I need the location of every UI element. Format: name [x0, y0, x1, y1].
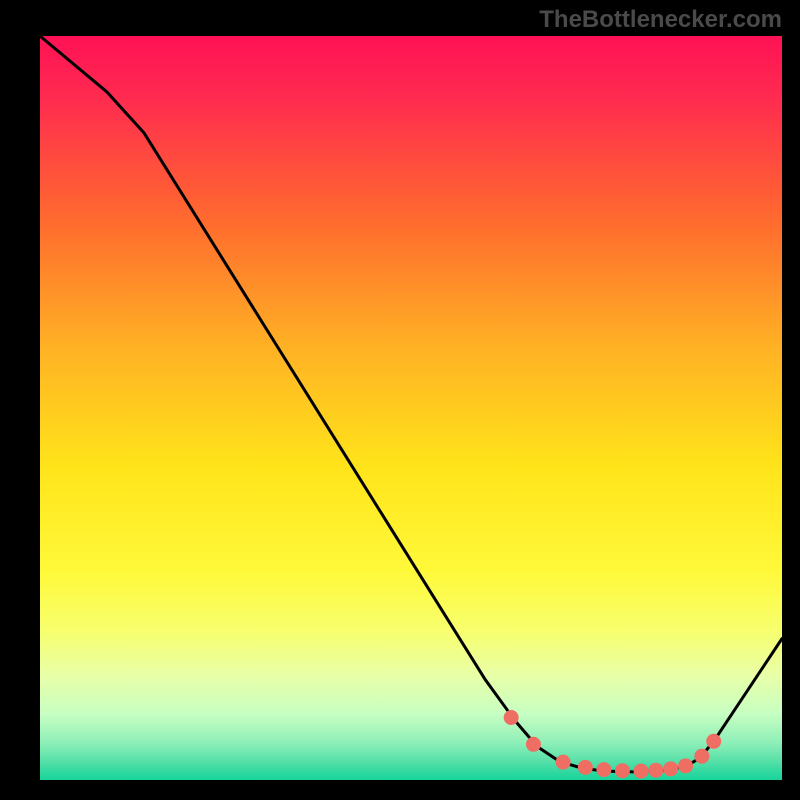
data-marker [679, 759, 693, 773]
data-marker [649, 763, 663, 777]
data-marker [664, 762, 678, 776]
chart-container: TheBottlenecker.com [0, 0, 800, 800]
data-marker [597, 763, 611, 777]
data-marker [556, 755, 570, 769]
bottleneck-chart [0, 0, 800, 800]
plot-background [40, 36, 782, 780]
watermark-label: TheBottlenecker.com [539, 6, 782, 34]
data-marker [615, 764, 629, 778]
data-marker [504, 711, 518, 725]
data-marker [695, 749, 709, 763]
data-marker [578, 760, 592, 774]
data-marker [526, 737, 540, 751]
data-marker [707, 734, 721, 748]
data-marker [634, 764, 648, 778]
